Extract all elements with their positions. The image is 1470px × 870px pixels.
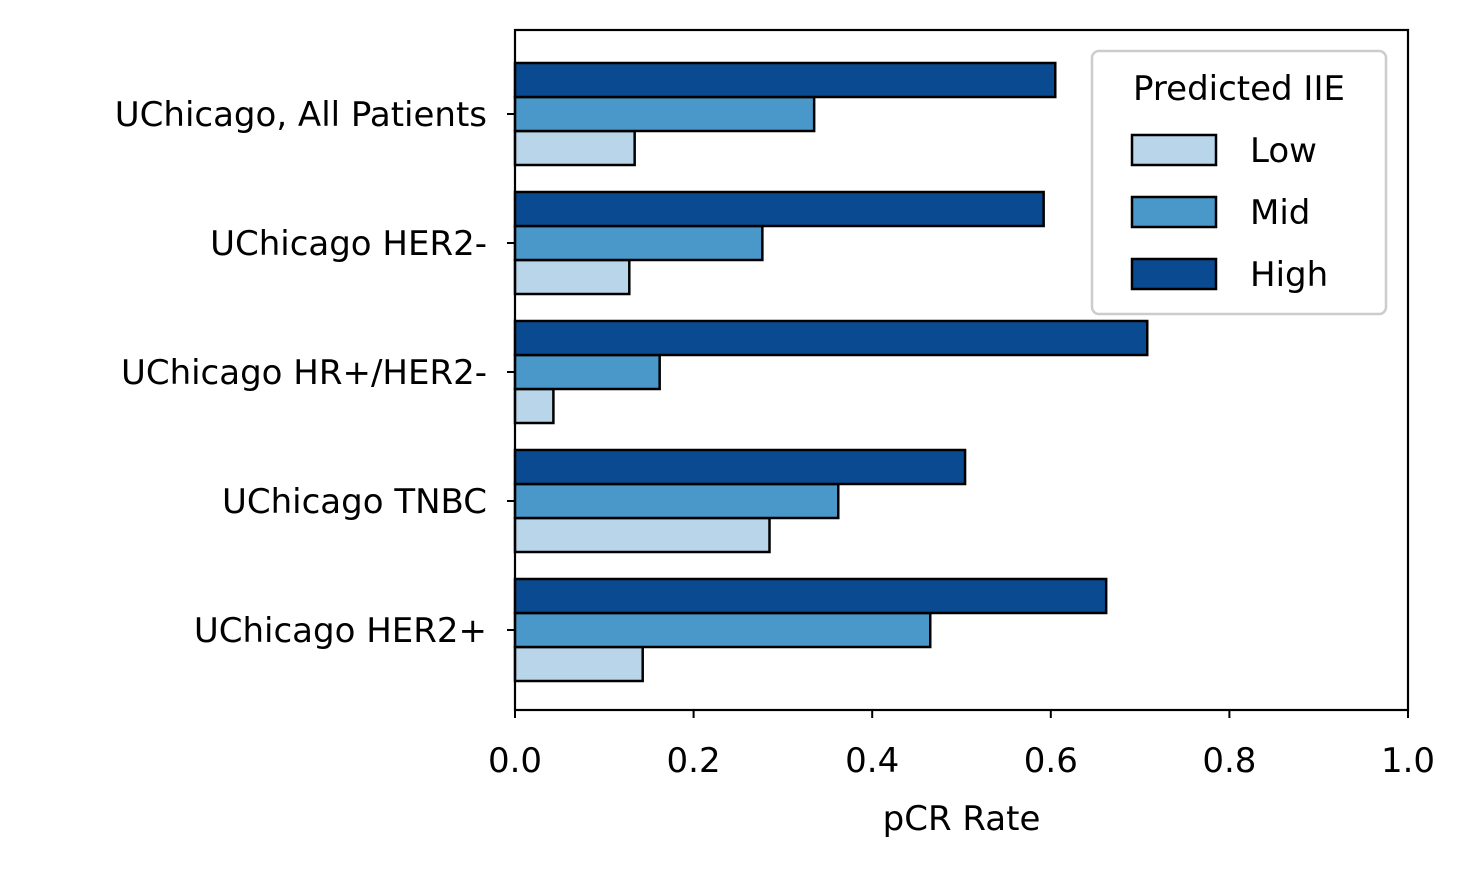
y-tick-label: UChicago TNBC [222,482,487,522]
plot-frame [513,28,1410,712]
y-tick-label: UChicago HR+/HER2- [121,353,487,393]
legend-swatch-high [1130,257,1218,291]
y-tick-label: UChicago HER2+ [194,611,487,651]
bar-mid [513,95,816,133]
bar-high [513,448,967,486]
bar-high [513,577,1108,615]
y-tick-label: UChicago, All Patients [115,95,487,135]
x-tick-label: 0.2 [667,741,721,781]
bar-high [513,319,1149,357]
x-tick-label: 0.0 [488,741,542,781]
bar-mid [513,224,764,262]
legend-title: Predicted IIE [1133,69,1345,109]
legend-box [1090,49,1388,316]
bar-high [513,61,1057,99]
bar-low [513,645,644,683]
x-axis: 0.0 0.2 0.4 0.6 0.8 1.0 [488,710,1435,781]
legend: Predicted IIE Low Mid High [1090,49,1388,316]
legend-label-high: High [1250,255,1328,295]
x-axis-title: pCR Rate [883,799,1041,839]
bar-low [513,258,631,296]
legend-swatch-low [1130,133,1218,167]
x-tick-label: 0.4 [845,741,899,781]
bar-mid [513,482,840,520]
bars-layer [513,61,1149,683]
bar-low [513,387,555,425]
y-tick-label: UChicago HER2- [210,224,487,264]
legend-swatch-mid [1130,195,1218,229]
bar-high [513,190,1045,228]
legend-label-mid: Mid [1250,193,1310,233]
bar-low [513,516,771,554]
x-tick-label: 0.6 [1024,741,1078,781]
bar-low [513,129,636,167]
x-tick-label: 1.0 [1381,741,1435,781]
bar-mid [513,353,661,391]
x-tick-label: 0.8 [1202,741,1256,781]
legend-label-low: Low [1250,131,1317,171]
y-axis: UChicago, All Patients UChicago HER2- UChi… [115,95,515,651]
bar-mid [513,611,932,649]
